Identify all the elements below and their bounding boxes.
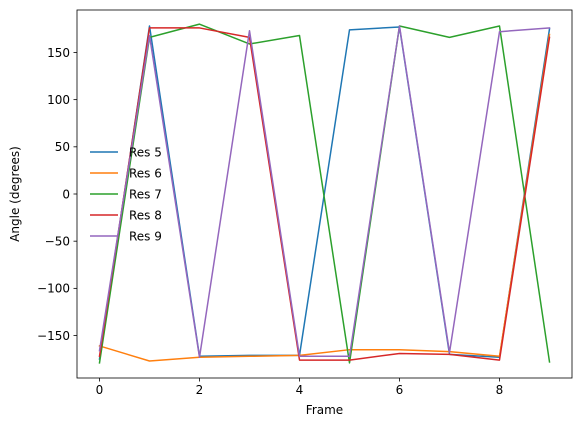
x-tick-label: 0 xyxy=(96,383,104,397)
x-axis-label: Frame xyxy=(306,403,343,417)
series-layer xyxy=(98,23,551,364)
y-axis-ticks: −150 −100 −50 0 50 100 150 xyxy=(37,46,77,343)
series-line-4 xyxy=(98,27,551,361)
legend-label-1: Res 5 xyxy=(129,145,162,159)
legend-label-5: Res 9 xyxy=(129,229,162,243)
series-line-5 xyxy=(98,25,551,358)
legend-label-2: Res 6 xyxy=(129,166,162,180)
legend-label-3: Res 7 xyxy=(129,187,162,201)
x-axis-ticks: 0 2 4 6 8 xyxy=(96,378,504,397)
series-line-1 xyxy=(98,25,551,360)
y-tick-label: 150 xyxy=(47,46,70,60)
y-tick-label: 50 xyxy=(55,140,70,154)
x-tick-label: 8 xyxy=(496,383,504,397)
y-tick-label: −150 xyxy=(37,329,70,343)
y-axis-label: Angle (degrees) xyxy=(8,146,22,242)
x-tick-label: 2 xyxy=(196,383,204,397)
legend: Res 5 Res 6 Res 7 Res 8 Res 9 xyxy=(90,145,162,243)
y-tick-label: 100 xyxy=(47,93,70,107)
y-tick-label: −100 xyxy=(37,282,70,296)
series-line-3 xyxy=(98,23,551,364)
y-tick-label: 0 xyxy=(62,187,70,201)
x-tick-label: 4 xyxy=(296,383,304,397)
y-tick-label: −50 xyxy=(45,234,70,248)
series-line-2 xyxy=(98,33,551,362)
legend-label-4: Res 8 xyxy=(129,208,162,222)
x-tick-label: 6 xyxy=(396,383,404,397)
